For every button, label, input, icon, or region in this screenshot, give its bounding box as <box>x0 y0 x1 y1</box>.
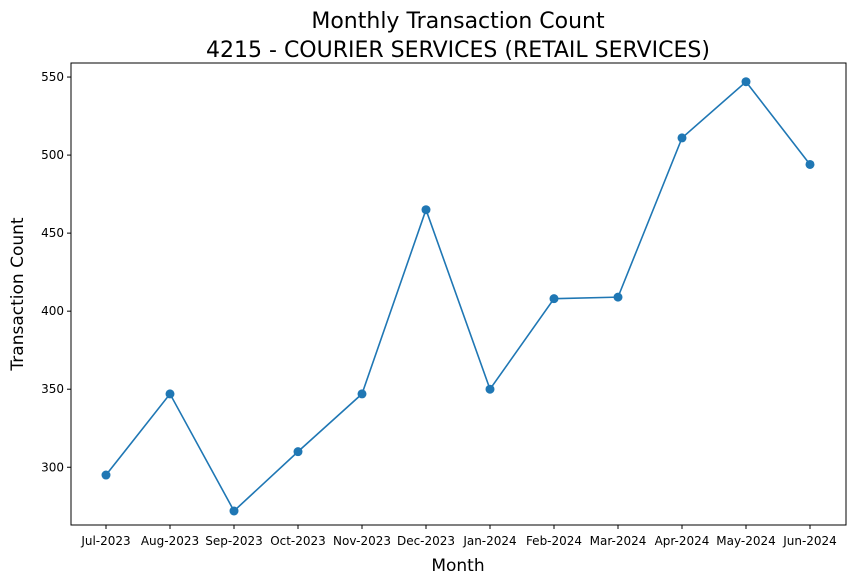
y-tick-label: 400 <box>41 304 64 318</box>
series-line <box>105 80 811 513</box>
x-tick-label: Feb-2024 <box>526 534 582 548</box>
data-point <box>549 294 559 304</box>
x-tick-label: Jul-2023 <box>80 534 130 548</box>
data-point <box>805 159 815 169</box>
x-tick-label: Aug-2023 <box>141 534 199 548</box>
x-tick-label: Apr-2024 <box>655 534 710 548</box>
y-tick-label: 500 <box>41 148 64 162</box>
x-axis-label: Month <box>431 556 484 576</box>
series-points <box>101 77 815 516</box>
data-point <box>165 389 175 399</box>
x-tick-label: May-2024 <box>716 534 775 548</box>
data-point <box>677 133 687 143</box>
x-tick-label: Nov-2023 <box>333 534 391 548</box>
plot-frame <box>70 62 847 526</box>
x-tick-label: Mar-2024 <box>590 534 647 548</box>
x-tick-label: Oct-2023 <box>270 534 326 548</box>
x-tick-label: Dec-2023 <box>397 534 455 548</box>
data-point <box>613 292 623 302</box>
x-tick-label: Jun-2024 <box>782 534 837 548</box>
data-point <box>229 506 239 516</box>
x-tick-label: Sep-2023 <box>205 534 263 548</box>
data-point <box>741 77 751 87</box>
chart-title: Monthly Transaction Count <box>311 9 605 34</box>
data-point <box>101 470 111 480</box>
y-tick-label: 350 <box>41 382 64 396</box>
data-point <box>293 447 303 457</box>
data-point <box>485 384 495 394</box>
y-tick-label: 450 <box>41 226 64 240</box>
x-tick-label: Jan-2024 <box>462 534 516 548</box>
data-point <box>357 389 367 399</box>
y-axis-label: Transaction Count <box>8 217 28 371</box>
chart-subtitle: 4215 - COURIER SERVICES (RETAIL SERVICES… <box>206 38 710 63</box>
y-tick-label: 300 <box>41 460 64 474</box>
x-axis-ticks: Jul-2023 Aug-2023 Sep-2023 Oct-2023 Nov-2023… <box>80 525 837 548</box>
y-axis-ticks: 300 350 400 450 500 550 <box>41 70 71 474</box>
data-point <box>421 205 431 215</box>
y-tick-label: 550 <box>41 70 64 84</box>
